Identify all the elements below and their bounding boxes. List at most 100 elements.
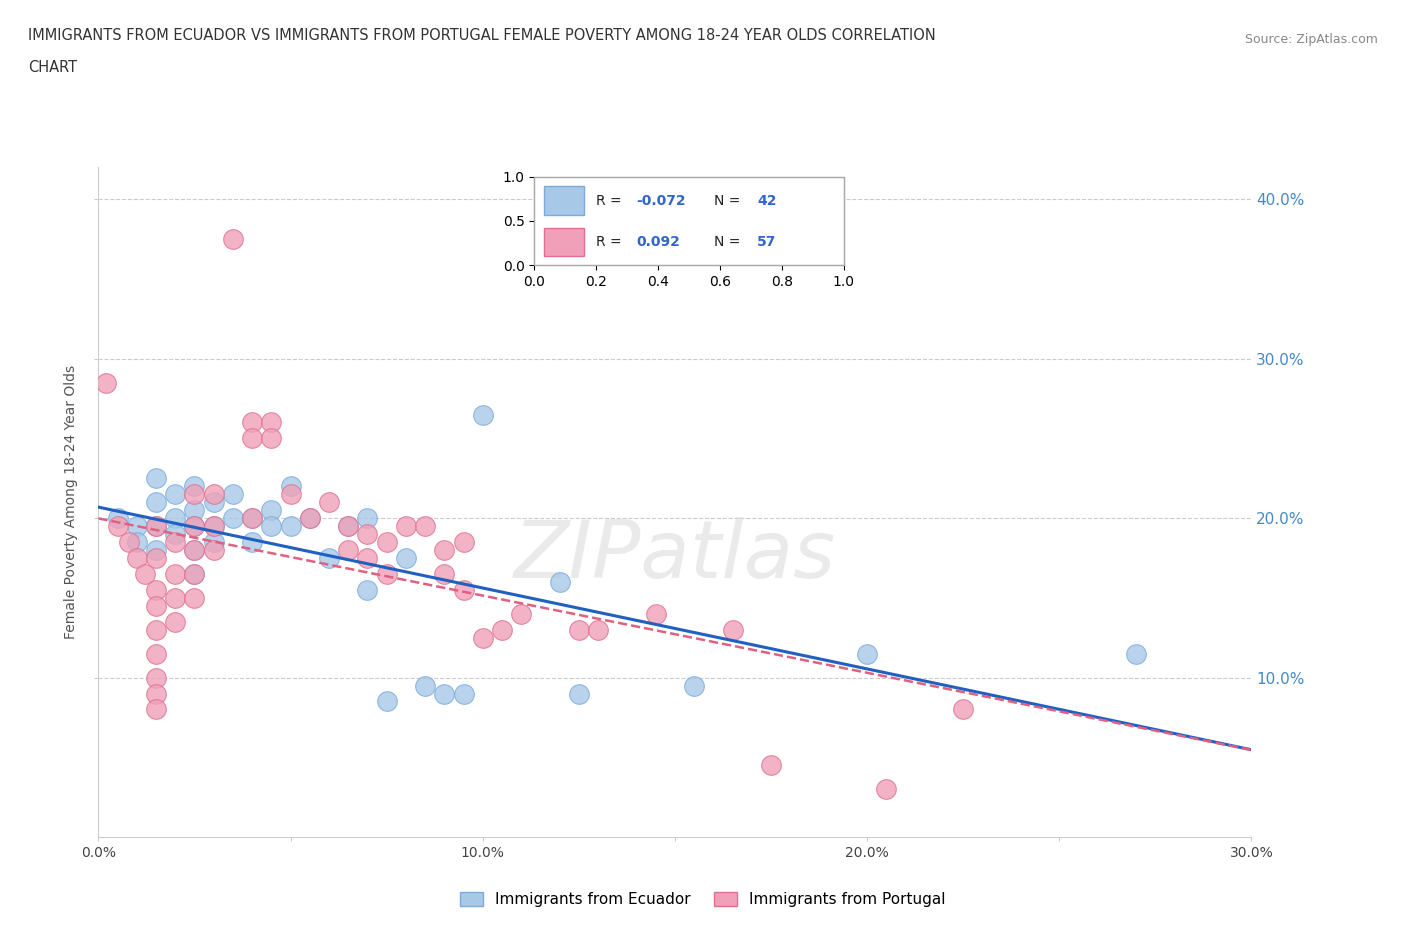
Point	[145, 671, 167, 685]
Point	[202, 486, 225, 501]
Point	[337, 519, 360, 534]
Point	[240, 511, 263, 525]
Point	[183, 486, 205, 501]
Point	[202, 542, 225, 557]
Legend: Immigrants from Ecuador, Immigrants from Portugal: Immigrants from Ecuador, Immigrants from…	[454, 885, 952, 913]
Point	[165, 511, 187, 525]
Point	[491, 622, 513, 637]
Point	[683, 678, 706, 693]
Point	[375, 566, 398, 581]
Point	[145, 582, 167, 597]
Point	[318, 551, 340, 565]
Point	[413, 678, 436, 693]
Text: CHART: CHART	[28, 60, 77, 75]
Point	[759, 758, 782, 773]
Text: R =: R =	[596, 193, 626, 207]
Point	[183, 519, 205, 534]
Point	[240, 511, 263, 525]
Point	[453, 582, 475, 597]
Point	[375, 694, 398, 709]
Point	[202, 519, 225, 534]
Y-axis label: Female Poverty Among 18-24 Year Olds: Female Poverty Among 18-24 Year Olds	[65, 365, 79, 639]
Point	[145, 551, 167, 565]
Point	[222, 232, 245, 246]
FancyBboxPatch shape	[544, 228, 583, 257]
Text: N =: N =	[714, 235, 744, 249]
Point	[183, 566, 205, 581]
Point	[433, 686, 456, 701]
Point	[644, 606, 666, 621]
Text: -0.072: -0.072	[637, 193, 686, 207]
Text: R =: R =	[596, 235, 626, 249]
Point	[202, 535, 225, 550]
Text: 0.092: 0.092	[637, 235, 681, 249]
Point	[202, 495, 225, 510]
Point	[260, 415, 283, 430]
Point	[183, 503, 205, 518]
Point	[586, 622, 609, 637]
Point	[125, 519, 148, 534]
Point	[240, 415, 263, 430]
Point	[356, 551, 378, 565]
Point	[356, 582, 378, 597]
Text: Source: ZipAtlas.com: Source: ZipAtlas.com	[1244, 33, 1378, 46]
Text: IMMIGRANTS FROM ECUADOR VS IMMIGRANTS FROM PORTUGAL FEMALE POVERTY AMONG 18-24 Y: IMMIGRANTS FROM ECUADOR VS IMMIGRANTS FR…	[28, 28, 936, 43]
Point	[298, 511, 321, 525]
Point	[222, 511, 245, 525]
Text: N =: N =	[714, 193, 744, 207]
Point	[183, 542, 205, 557]
Point	[568, 622, 591, 637]
Point	[395, 551, 418, 565]
Point	[356, 511, 378, 525]
Point	[260, 503, 283, 518]
Point	[145, 542, 167, 557]
Point	[875, 782, 897, 797]
Point	[280, 486, 302, 501]
Point	[125, 551, 148, 565]
Point	[183, 519, 205, 534]
Text: 42: 42	[756, 193, 776, 207]
Point	[165, 535, 187, 550]
Point	[202, 519, 225, 534]
Point	[125, 535, 148, 550]
Point	[568, 686, 591, 701]
Point	[145, 519, 167, 534]
Point	[240, 431, 263, 445]
Point	[721, 622, 744, 637]
Point	[433, 566, 456, 581]
Point	[145, 686, 167, 701]
Point	[165, 615, 187, 630]
FancyBboxPatch shape	[544, 186, 583, 215]
Point	[118, 535, 141, 550]
Point	[856, 646, 879, 661]
Point	[413, 519, 436, 534]
Point	[395, 519, 418, 534]
Point	[280, 519, 302, 534]
Point	[145, 646, 167, 661]
Point	[183, 591, 205, 605]
Text: 57: 57	[756, 235, 776, 249]
Point	[165, 566, 187, 581]
Point	[280, 479, 302, 494]
Text: ZIPatlas: ZIPatlas	[513, 517, 837, 595]
Point	[471, 631, 494, 645]
Point	[183, 479, 205, 494]
Point	[337, 519, 360, 534]
Point	[453, 686, 475, 701]
Point	[433, 542, 456, 557]
Point	[183, 542, 205, 557]
Point	[548, 575, 571, 590]
Point	[471, 407, 494, 422]
Point	[145, 519, 167, 534]
Point	[356, 526, 378, 541]
Point	[453, 535, 475, 550]
Point	[165, 591, 187, 605]
Point	[107, 519, 129, 534]
Point	[298, 511, 321, 525]
Point	[375, 535, 398, 550]
Point	[318, 495, 340, 510]
Point	[952, 702, 974, 717]
Point	[337, 542, 360, 557]
Point	[94, 375, 117, 390]
Point	[260, 519, 283, 534]
